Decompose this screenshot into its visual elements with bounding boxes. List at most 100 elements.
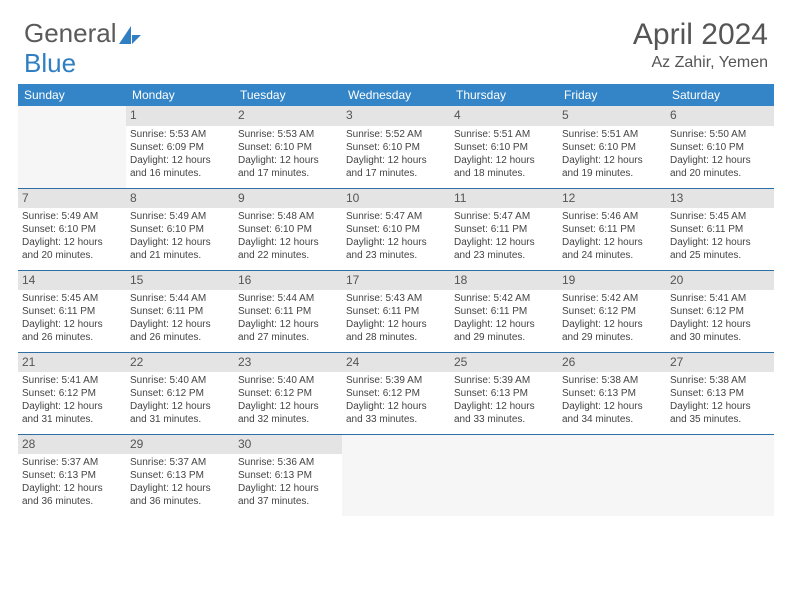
calendar-cell: 16Sunrise: 5:44 AMSunset: 6:11 PMDayligh… — [234, 270, 342, 352]
calendar-cell: 13Sunrise: 5:45 AMSunset: 6:11 PMDayligh… — [666, 188, 774, 270]
weekday-header: Tuesday — [234, 84, 342, 106]
sunrise-line: Sunrise: 5:52 AM — [346, 128, 446, 141]
daylight-line: Daylight: 12 hours and 21 minutes. — [130, 236, 230, 262]
daylight-line: Daylight: 12 hours and 23 minutes. — [346, 236, 446, 262]
daylight-line: Daylight: 12 hours and 29 minutes. — [562, 318, 662, 344]
day-number: 14 — [18, 271, 126, 291]
calendar-cell: 21Sunrise: 5:41 AMSunset: 6:12 PMDayligh… — [18, 352, 126, 434]
sunrise-line: Sunrise: 5:53 AM — [238, 128, 338, 141]
day-number: 5 — [558, 106, 666, 126]
daylight-line: Daylight: 12 hours and 20 minutes. — [22, 236, 122, 262]
sunset-line: Sunset: 6:12 PM — [562, 305, 662, 318]
calendar-cell: 27Sunrise: 5:38 AMSunset: 6:13 PMDayligh… — [666, 352, 774, 434]
calendar-cell: 14Sunrise: 5:45 AMSunset: 6:11 PMDayligh… — [18, 270, 126, 352]
day-number: 29 — [126, 435, 234, 455]
day-number: 1 — [126, 106, 234, 126]
sunrise-line: Sunrise: 5:49 AM — [130, 210, 230, 223]
day-number: 16 — [234, 271, 342, 291]
sunrise-line: Sunrise: 5:38 AM — [562, 374, 662, 387]
logo-text-a: General — [24, 18, 117, 49]
daylight-line: Daylight: 12 hours and 20 minutes. — [670, 154, 770, 180]
daylight-line: Daylight: 12 hours and 31 minutes. — [22, 400, 122, 426]
location: Az Zahir, Yemen — [633, 54, 768, 72]
daylight-line: Daylight: 12 hours and 27 minutes. — [238, 318, 338, 344]
sunrise-line: Sunrise: 5:48 AM — [238, 210, 338, 223]
sunset-line: Sunset: 6:11 PM — [454, 305, 554, 318]
sunset-line: Sunset: 6:11 PM — [22, 305, 122, 318]
calendar-table: SundayMondayTuesdayWednesdayThursdayFrid… — [18, 84, 774, 516]
sunset-line: Sunset: 6:10 PM — [562, 141, 662, 154]
daylight-line: Daylight: 12 hours and 29 minutes. — [454, 318, 554, 344]
sunset-line: Sunset: 6:12 PM — [22, 387, 122, 400]
day-number: 4 — [450, 106, 558, 126]
calendar-cell: 15Sunrise: 5:44 AMSunset: 6:11 PMDayligh… — [126, 270, 234, 352]
daylight-line: Daylight: 12 hours and 18 minutes. — [454, 154, 554, 180]
calendar-row: 21Sunrise: 5:41 AMSunset: 6:12 PMDayligh… — [18, 352, 774, 434]
logo-text-b: Blue — [24, 48, 76, 79]
day-number: 8 — [126, 189, 234, 209]
calendar-cell: 11Sunrise: 5:47 AMSunset: 6:11 PMDayligh… — [450, 188, 558, 270]
calendar-cell: 9Sunrise: 5:48 AMSunset: 6:10 PMDaylight… — [234, 188, 342, 270]
calendar-head: SundayMondayTuesdayWednesdayThursdayFrid… — [18, 84, 774, 106]
sunrise-line: Sunrise: 5:51 AM — [454, 128, 554, 141]
day-number: 21 — [18, 353, 126, 373]
calendar-cell: 20Sunrise: 5:41 AMSunset: 6:12 PMDayligh… — [666, 270, 774, 352]
sunset-line: Sunset: 6:10 PM — [346, 223, 446, 236]
calendar-row: 7Sunrise: 5:49 AMSunset: 6:10 PMDaylight… — [18, 188, 774, 270]
day-number: 15 — [126, 271, 234, 291]
calendar-row: 28Sunrise: 5:37 AMSunset: 6:13 PMDayligh… — [18, 434, 774, 516]
calendar-cell-empty: . — [18, 106, 126, 188]
day-number: 23 — [234, 353, 342, 373]
daylight-line: Daylight: 12 hours and 36 minutes. — [22, 482, 122, 508]
day-number: 10 — [342, 189, 450, 209]
sunset-line: Sunset: 6:13 PM — [670, 387, 770, 400]
daylight-line: Daylight: 12 hours and 24 minutes. — [562, 236, 662, 262]
sunrise-line: Sunrise: 5:51 AM — [562, 128, 662, 141]
sunrise-line: Sunrise: 5:40 AM — [130, 374, 230, 387]
calendar-cell: 10Sunrise: 5:47 AMSunset: 6:10 PMDayligh… — [342, 188, 450, 270]
calendar-cell: 23Sunrise: 5:40 AMSunset: 6:12 PMDayligh… — [234, 352, 342, 434]
daylight-line: Daylight: 12 hours and 17 minutes. — [346, 154, 446, 180]
calendar-cell: 18Sunrise: 5:42 AMSunset: 6:11 PMDayligh… — [450, 270, 558, 352]
sunset-line: Sunset: 6:10 PM — [130, 223, 230, 236]
daylight-line: Daylight: 12 hours and 30 minutes. — [670, 318, 770, 344]
sunset-line: Sunset: 6:11 PM — [670, 223, 770, 236]
sunrise-line: Sunrise: 5:37 AM — [130, 456, 230, 469]
calendar-row: 14Sunrise: 5:45 AMSunset: 6:11 PMDayligh… — [18, 270, 774, 352]
sunset-line: Sunset: 6:13 PM — [238, 469, 338, 482]
calendar-cell: 7Sunrise: 5:49 AMSunset: 6:10 PMDaylight… — [18, 188, 126, 270]
sunrise-line: Sunrise: 5:37 AM — [22, 456, 122, 469]
calendar-cell-empty: . — [558, 434, 666, 516]
day-number: 28 — [18, 435, 126, 455]
daylight-line: Daylight: 12 hours and 31 minutes. — [130, 400, 230, 426]
daylight-line: Daylight: 12 hours and 28 minutes. — [346, 318, 446, 344]
calendar-cell: 8Sunrise: 5:49 AMSunset: 6:10 PMDaylight… — [126, 188, 234, 270]
sunset-line: Sunset: 6:12 PM — [346, 387, 446, 400]
weekday-header: Wednesday — [342, 84, 450, 106]
calendar-cell: 24Sunrise: 5:39 AMSunset: 6:12 PMDayligh… — [342, 352, 450, 434]
sunrise-line: Sunrise: 5:41 AM — [670, 292, 770, 305]
header: General April 2024 Az Zahir, Yemen — [0, 0, 792, 80]
sunrise-line: Sunrise: 5:45 AM — [22, 292, 122, 305]
sunrise-line: Sunrise: 5:40 AM — [238, 374, 338, 387]
daylight-line: Daylight: 12 hours and 19 minutes. — [562, 154, 662, 180]
daylight-line: Daylight: 12 hours and 17 minutes. — [238, 154, 338, 180]
weekday-header: Sunday — [18, 84, 126, 106]
sunset-line: Sunset: 6:11 PM — [562, 223, 662, 236]
day-number: 18 — [450, 271, 558, 291]
weekday-header: Friday — [558, 84, 666, 106]
calendar-cell: 5 Sunrise: 5:51 AMSunset: 6:10 PMDaylight… — [558, 106, 666, 188]
daylight-line: Daylight: 12 hours and 22 minutes. — [238, 236, 338, 262]
calendar-cell: 17Sunrise: 5:43 AMSunset: 6:11 PMDayligh… — [342, 270, 450, 352]
daylight-line: Daylight: 12 hours and 26 minutes. — [130, 318, 230, 344]
sunset-line: Sunset: 6:10 PM — [238, 223, 338, 236]
weekday-header: Monday — [126, 84, 234, 106]
calendar-cell: 22Sunrise: 5:40 AMSunset: 6:12 PMDayligh… — [126, 352, 234, 434]
day-number: 2 — [234, 106, 342, 126]
day-number: 7 — [18, 189, 126, 209]
sunrise-line: Sunrise: 5:36 AM — [238, 456, 338, 469]
sunrise-line: Sunrise: 5:42 AM — [454, 292, 554, 305]
sunrise-line: Sunrise: 5:44 AM — [238, 292, 338, 305]
day-number: 17 — [342, 271, 450, 291]
daylight-line: Daylight: 12 hours and 35 minutes. — [670, 400, 770, 426]
